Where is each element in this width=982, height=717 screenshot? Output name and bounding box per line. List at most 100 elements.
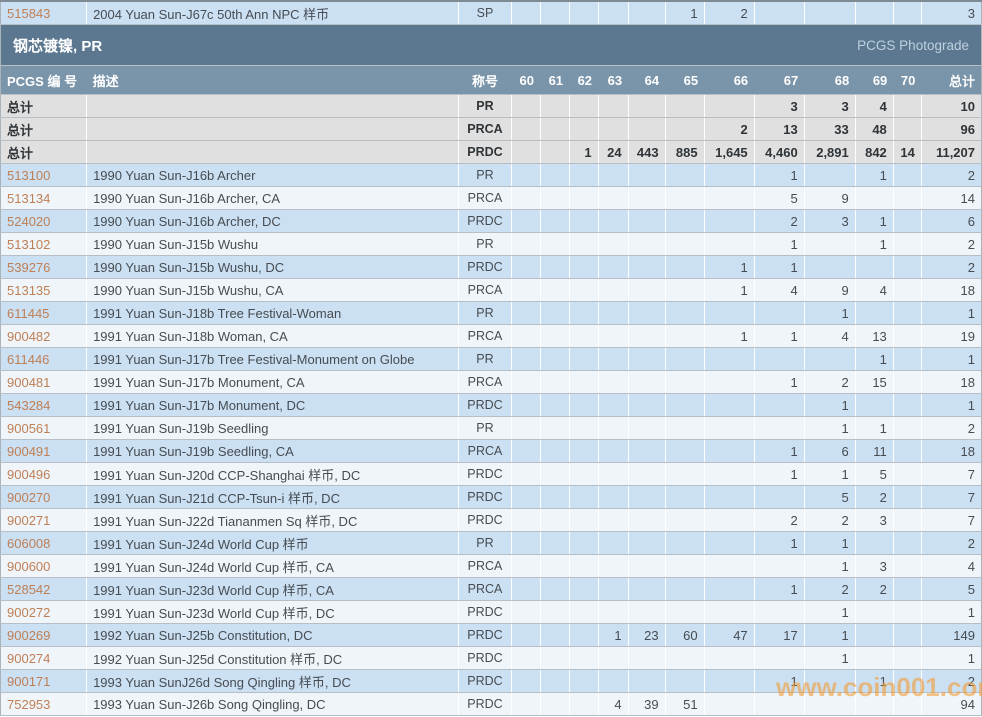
pcgs-number-link[interactable]: 606008 (0, 531, 88, 555)
pcgs-number-link[interactable]: 900274 (0, 646, 88, 670)
pcgs-number-link[interactable]: 900271 (0, 508, 88, 532)
grade-65-cell (665, 439, 705, 463)
coin-row: 524020 1990 Yuan Sun-J16b Archer, DC PRDC 2… (0, 209, 982, 233)
grade-60-cell (511, 186, 541, 210)
grade-65-cell (665, 163, 705, 187)
pcgs-number-link[interactable]: 528542 (0, 577, 88, 601)
coin-row: 900481 1991 Yuan Sun-J17b Monument, CA PRC… (0, 370, 982, 394)
pcgs-number-link[interactable]: 543284 (0, 393, 88, 417)
coin-row: 900274 1992 Yuan Sun-J25d Constitution 样币… (0, 646, 982, 670)
pcgs-number-link[interactable]: 524020 (0, 209, 88, 233)
grade-60-cell (511, 1, 541, 25)
pcgs-number-link[interactable]: 900482 (0, 324, 88, 348)
coin-row: 900561 1991 Yuan Sun-J19b Seedling PR 1 1 2 (0, 416, 982, 440)
total-cell: 14 (921, 186, 982, 210)
coin-description: 1990 Yuan Sun-J16b Archer (86, 163, 460, 187)
grade-70-cell (893, 692, 922, 716)
grade-60-cell (511, 324, 541, 348)
grade-68-cell (804, 1, 856, 25)
grade-60-cell (511, 508, 541, 532)
column-header-grade-70: 70 (893, 65, 922, 95)
grade-61-cell (540, 140, 570, 164)
pcgs-number-link[interactable]: 900270 (0, 485, 88, 509)
pcgs-number-link[interactable]: 900561 (0, 416, 88, 440)
coin-row: 513100 1990 Yuan Sun-J16b Archer PR 1 1 2 (0, 163, 982, 187)
designation-cell: PRDC (458, 692, 512, 716)
pcgs-number-link[interactable]: 513102 (0, 232, 88, 256)
grade-61-cell (540, 278, 570, 302)
grade-70-cell (893, 301, 922, 325)
pcgs-number-link[interactable]: 900496 (0, 462, 88, 486)
grade-64-cell (628, 508, 666, 532)
grade-60-cell (511, 531, 541, 555)
grade-60-cell (511, 117, 541, 141)
grade-68-cell: 1 (804, 531, 856, 555)
total-cell: 1 (921, 646, 982, 670)
grade-67-cell (754, 301, 805, 325)
grade-64-cell (628, 163, 666, 187)
grade-66-cell (704, 692, 755, 716)
section-bar: 钢芯镀镍, PR PCGS Photograde (13, 35, 969, 56)
designation-cell: PRDC (458, 508, 512, 532)
pcgs-number-link[interactable]: 752953 (0, 692, 88, 716)
grade-69-cell: 4 (855, 94, 894, 118)
grade-65-cell (665, 508, 705, 532)
grade-63-cell (598, 232, 629, 256)
designation-cell: PR (458, 416, 512, 440)
pcgs-number-link[interactable]: 539276 (0, 255, 88, 279)
pcgs-number-link[interactable]: 900481 (0, 370, 88, 394)
pcgs-number-link[interactable]: 900272 (0, 600, 88, 624)
pcgs-number-link[interactable]: 515843 (0, 1, 88, 25)
pcgs-number-link[interactable]: 900269 (0, 623, 88, 647)
column-header-grade-64: 64 (628, 65, 666, 95)
pcgs-number-link[interactable]: 611445 (0, 301, 88, 325)
grade-62-cell (569, 255, 599, 279)
pcgs-number-link[interactable]: 900171 (0, 669, 88, 693)
grade-63-cell (598, 393, 629, 417)
grade-69-cell: 4 (855, 278, 894, 302)
grade-64-cell (628, 1, 666, 25)
grade-65-cell (665, 94, 705, 118)
grade-61-cell (540, 669, 570, 693)
grade-63-cell (598, 209, 629, 233)
grade-63-cell (598, 1, 629, 25)
grade-66-cell (704, 301, 755, 325)
grade-66-cell (704, 646, 755, 670)
grade-65-cell (665, 393, 705, 417)
grade-65-cell (665, 600, 705, 624)
pcgs-number-link[interactable]: 611446 (0, 347, 88, 371)
grade-63-cell (598, 94, 629, 118)
pcgs-number-link[interactable]: 900491 (0, 439, 88, 463)
pcgs-number-link[interactable]: 513135 (0, 278, 88, 302)
column-header-row: PCGS 编 号描述 称号 60 61 62 63 64 65 66 67 68 69 70 总计 (0, 65, 982, 95)
grade-62-cell (569, 117, 599, 141)
pcgs-number-link[interactable]: 513134 (0, 186, 88, 210)
grade-66-cell (704, 462, 755, 486)
designation-cell: PRCA (458, 577, 512, 601)
grade-66-cell: 1,645 (704, 140, 755, 164)
coin-description: 1990 Yuan Sun-J16b Archer, CA (86, 186, 460, 210)
grade-60-cell (511, 209, 541, 233)
grade-67-cell: 1 (754, 232, 805, 256)
coin-description (86, 140, 460, 164)
grade-67-cell: 17 (754, 623, 805, 647)
grade-67-cell: 3 (754, 94, 805, 118)
grade-63-cell (598, 163, 629, 187)
grade-63-cell: 24 (598, 140, 629, 164)
pcgs-number-link[interactable]: 900600 (0, 554, 88, 578)
coin-row: 752953 1993 Yuan Sun-J26b Song Qingling, … (0, 692, 982, 716)
grade-63-cell (598, 117, 629, 141)
grade-69-cell: 1 (855, 347, 894, 371)
grade-60-cell (511, 416, 541, 440)
grade-65-cell (665, 646, 705, 670)
grade-60-cell (511, 393, 541, 417)
pcgs-number-link[interactable]: 513100 (0, 163, 88, 187)
designation-cell: PRDC (458, 255, 512, 279)
grade-62-cell (569, 94, 599, 118)
grade-63-cell (598, 439, 629, 463)
grade-65-cell (665, 531, 705, 555)
total-cell: 1 (921, 393, 982, 417)
grade-60-cell (511, 462, 541, 486)
coin-description: 1991 Yuan Sun-J21d CCP-Tsun-i 样币, DC (86, 485, 460, 509)
grade-68-cell (804, 692, 856, 716)
